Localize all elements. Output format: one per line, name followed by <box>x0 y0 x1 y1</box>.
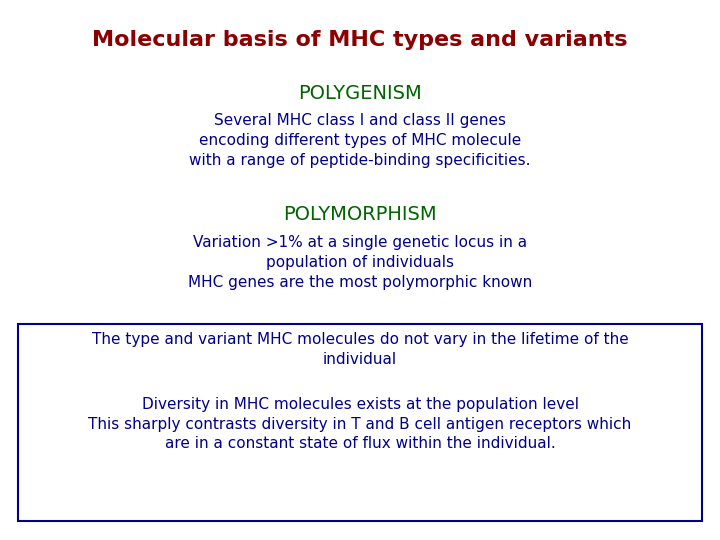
Text: Diversity in MHC molecules exists at the population level
This sharply contrasts: Diversity in MHC molecules exists at the… <box>89 397 631 451</box>
Text: Several MHC class I and class II genes
encoding different types of MHC molecule
: Several MHC class I and class II genes e… <box>189 113 531 168</box>
Text: POLYGENISM: POLYGENISM <box>298 84 422 103</box>
Text: POLYMORPHISM: POLYMORPHISM <box>283 205 437 224</box>
Text: Variation >1% at a single genetic locus in a
population of individuals
MHC genes: Variation >1% at a single genetic locus … <box>188 235 532 289</box>
FancyBboxPatch shape <box>18 324 702 521</box>
Text: The type and variant MHC molecules do not vary in the lifetime of the
individual: The type and variant MHC molecules do no… <box>91 332 629 367</box>
Text: Molecular basis of MHC types and variants: Molecular basis of MHC types and variant… <box>92 30 628 50</box>
